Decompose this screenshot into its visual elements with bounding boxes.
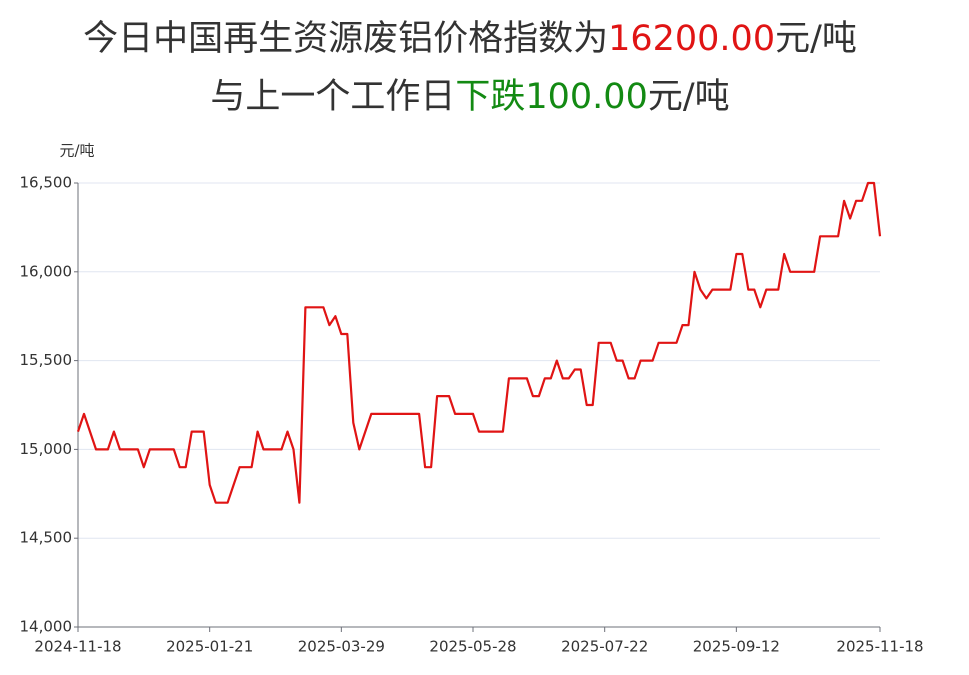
subtitle-part: 100.00: [525, 77, 647, 117]
x-tick-label: 2025-09-12: [693, 638, 780, 656]
y-tick-label: 14,000: [20, 618, 73, 636]
x-tick-label: 2024-11-18: [34, 638, 121, 656]
title-part: 今日中国再生资源废铝价格指数为: [83, 19, 608, 59]
y-tick-label: 16,000: [20, 262, 73, 280]
y-tick-label: 14,500: [20, 529, 73, 547]
y-tick-label: 15,500: [20, 351, 73, 369]
line: [76, 181, 882, 504]
x-tick-label: 2025-11-18: [836, 638, 923, 656]
y-tick-label: 16,500: [20, 174, 73, 192]
chart-title: 今日中国再生资源废铝价格指数为16200.00元/吨: [83, 19, 857, 59]
x-tick-label: 2025-01-21: [166, 638, 253, 656]
y-axis-label: 元/吨: [59, 142, 94, 160]
chart-subtitle: 与上一个工作日下跌100.00元/吨: [210, 77, 729, 117]
subtitle-part: 元/吨: [648, 77, 730, 117]
x-tick-label: 2025-05-28: [429, 638, 516, 656]
title-part: 16200.00: [608, 19, 775, 59]
title-part: 元/吨: [775, 19, 857, 59]
x-tick-label: 2025-07-22: [561, 638, 648, 656]
x-tick-label: 2025-03-29: [298, 638, 385, 656]
y-tick-label: 15,000: [20, 440, 73, 458]
subtitle-part: 与上一个工作日: [210, 77, 455, 117]
subtitle-part: 下跌: [455, 77, 525, 117]
